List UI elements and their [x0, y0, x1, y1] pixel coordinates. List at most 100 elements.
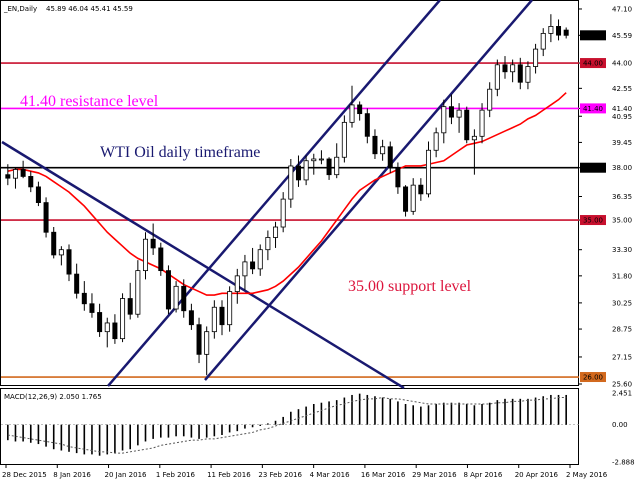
candle-body	[533, 48, 539, 67]
candle-body	[219, 306, 225, 326]
candle-body	[479, 109, 485, 137]
price-marker	[580, 372, 606, 383]
candle-body	[311, 158, 317, 162]
candle-body	[127, 298, 133, 315]
candle-body	[487, 88, 493, 111]
macd-signal-line	[7, 397, 567, 454]
candle-body	[502, 64, 508, 73]
axis-layer: 47.10 45.59 44.00 42.55 41.40 40.95 39.45 38.00…	[2, 5, 632, 479]
price-marker-label: 44.00	[583, 60, 603, 68]
candle-body	[517, 64, 523, 83]
candle-body	[448, 106, 454, 118]
date-tick-label: 2 May 2016	[566, 471, 608, 479]
candle-body	[66, 249, 72, 275]
price-marker-label: 26.00	[583, 374, 603, 382]
date-tick-label: 8 Apr 2016	[463, 471, 502, 479]
candle-body	[510, 64, 516, 73]
candle-body	[334, 156, 340, 176]
date-tick-label: 20 Jan 2016	[105, 471, 148, 479]
candle-body	[51, 231, 57, 256]
candle-body	[135, 270, 141, 315]
price-tick-label: 31.80	[612, 272, 632, 280]
candle-body	[265, 237, 271, 251]
candle-body	[410, 184, 416, 212]
candle-body	[295, 165, 301, 181]
price-marker	[580, 58, 606, 69]
candle-body	[204, 331, 210, 355]
candle-body	[58, 249, 64, 256]
candle-body	[540, 32, 546, 50]
date-tick-label: 8 Jan 2016	[53, 471, 91, 479]
candle-body	[250, 261, 256, 270]
price-tick-label: 45.59	[612, 32, 632, 40]
candle-body	[97, 312, 103, 333]
price-marker-label: 35.00	[583, 217, 603, 225]
candle-body	[288, 165, 294, 200]
price-marker-label: 41.40	[583, 105, 603, 113]
candle-body	[318, 158, 324, 161]
descending-trend-line	[1, 140, 405, 390]
price-tick-label: 35.00	[612, 217, 632, 225]
candle-body	[257, 249, 263, 270]
candle-body	[89, 303, 95, 313]
price-tick-label: 36.35	[612, 193, 632, 201]
support-annotation: 35.00 support level	[348, 278, 472, 295]
candle-body	[74, 273, 80, 294]
price-tick-label: 39.45	[612, 139, 632, 147]
candles-layer	[5, 14, 569, 376]
candle-body	[120, 298, 126, 340]
price-tick-label: 40.95	[612, 113, 632, 121]
chart-title-annotation: WTI Oil daily timeframe	[100, 144, 260, 161]
date-tick-label: 23 Feb 2016	[258, 471, 302, 479]
candle-body	[326, 158, 332, 176]
price-marker-label: 45.59	[583, 32, 603, 40]
candle-body	[433, 132, 439, 151]
candle-body	[173, 285, 179, 310]
levels-layer	[1, 62, 579, 378]
candle-body	[181, 285, 187, 312]
price-marker	[580, 162, 606, 173]
price-marker	[580, 30, 606, 41]
candle-body	[471, 135, 477, 141]
candle-body	[12, 169, 18, 179]
price-marker-label: 38.00	[583, 164, 603, 172]
date-tick-label: 11 Feb 2016	[207, 471, 251, 479]
candle-body	[387, 146, 393, 169]
date-tick-label: 4 Mar 2016	[310, 471, 350, 479]
candle-body	[548, 26, 554, 34]
candle-body	[35, 186, 41, 203]
ohlc-readout: 45.89 46.04 45.41 45.59	[46, 5, 133, 13]
candle-body	[273, 226, 279, 238]
price-tick-label: 42.55	[612, 85, 632, 93]
price-tick-label: 38.00	[612, 164, 632, 172]
macd-tick-label: 0.00	[612, 421, 628, 429]
candle-body	[403, 186, 409, 212]
candle-body	[43, 202, 49, 233]
candle-body	[20, 169, 26, 177]
candle-body	[364, 113, 370, 137]
candle-body	[211, 306, 217, 333]
price-tick-label: 33.30	[612, 246, 632, 254]
date-tick-label: 16 Mar 2016	[361, 471, 406, 479]
candle-body	[357, 104, 363, 115]
price-marker	[580, 215, 606, 226]
symbol-label: _EN,Daily	[3, 5, 37, 13]
macd-layer: 2.451 0.00 -2.888	[1, 390, 635, 467]
date-tick-label: 1 Feb 2016	[156, 471, 196, 479]
candle-body	[425, 149, 432, 195]
ascending-channel-lower-line	[204, 0, 533, 381]
candle-body	[158, 247, 164, 272]
moving-average-layer	[7, 92, 567, 296]
candle-body	[494, 64, 500, 90]
price-tick-label: 47.10	[612, 5, 632, 13]
candle-body	[441, 106, 447, 134]
candle-body	[227, 291, 233, 326]
candle-body	[525, 66, 531, 83]
candle-body	[418, 184, 424, 195]
candle-body	[104, 322, 110, 333]
price-tick-label: 27.15	[612, 353, 632, 361]
candle-body	[188, 310, 194, 326]
price-tick-label: 25.60	[612, 381, 632, 389]
candle-body	[196, 324, 202, 355]
